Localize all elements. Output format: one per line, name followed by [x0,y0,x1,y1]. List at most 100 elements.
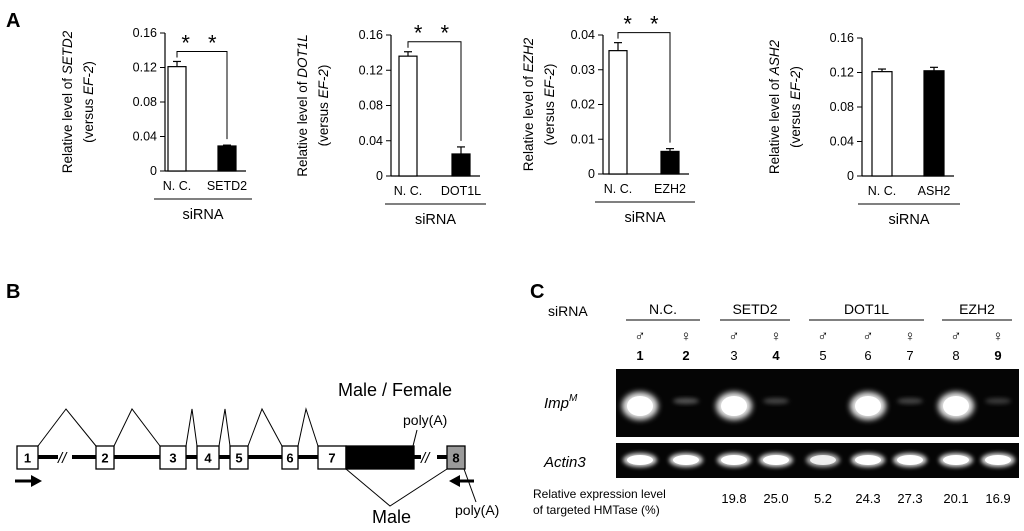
panel-letter-c: C [530,281,544,303]
significance-bracket [176,50,228,140]
sex-symbol: ♂ [634,328,645,345]
lane-number: 3 [730,348,737,363]
bar-control [167,66,187,172]
sex-symbol: ♂ [817,328,828,345]
y-tick-label: 0 [588,167,595,181]
expr-value: 24.3 [855,491,880,506]
sex-symbol: ♀ [770,328,781,345]
y-tick-label: 0.04 [133,130,157,144]
bar-charts-panel-a: 0 0.04 0.08 0.12 0.16 N. C. SETD2 siRNA * * Relat… [60,12,960,228]
expr-value: 27.3 [897,491,922,506]
y-tick-label: 0.16 [830,31,854,45]
y-tick-label: 0.04 [830,135,854,149]
y-tick-label: 0.08 [133,95,157,109]
actin-band-core [943,455,969,465]
y-tick-label: 0.12 [830,66,854,80]
break-gap-2 [421,451,437,463]
gel-label-impm: ImpM [544,393,578,412]
actin-band-core [763,455,789,465]
expr-value: 19.8 [721,491,746,506]
sex-symbol: ♀ [992,328,1003,345]
lane-number: 1 [636,348,643,363]
y-tick-label: 0.04 [359,134,383,148]
y-axis-label-line2-gene: EF-2 [81,65,96,95]
y-axis-label-line2-prefix: (versus [542,97,557,145]
exon-4 [196,445,220,470]
forward-primer-arrow-icon [15,475,42,487]
expr-value: 20.1 [943,491,968,506]
splice-arc-6-7 [297,407,319,447]
y-axis-label-prefix: Relative level of [295,78,310,177]
expr-label-line1: Relative expression level [533,487,666,501]
group-label: siRNA [182,207,223,223]
y-tick-label: 0 [847,169,854,183]
break-mark-2: // [420,450,431,467]
group-label: siRNA [624,210,665,226]
bar-chart-1: 0 0.04 0.08 0.12 0.16 N. C. SETD2 siRNA * * Relat… [60,26,252,223]
exon-6 [281,445,299,470]
bar-knockdown [923,70,945,177]
category-label: EZH2 [654,182,686,196]
bar-knockdown [217,145,237,172]
y-tick-label: 0.02 [571,98,595,112]
expr-value: 25.0 [763,491,788,506]
exon-2 [95,445,115,470]
y-axis-label-line2-prefix: (versus [81,95,96,143]
y-tick-label: 0.16 [359,28,383,42]
category-label: DOT1L [441,184,481,198]
y-tick-label: 0 [150,164,157,178]
actin-band-core [855,455,881,465]
actin-band-core [627,455,653,465]
actin-band-core [897,455,923,465]
y-axis-label-gene: SETD2 [60,30,75,74]
gel-sirna-label: siRNA [548,303,588,319]
gel-group-label: DOT1L [844,301,889,317]
splice-arc-male [345,468,448,507]
imp-band-core [943,396,969,416]
actin-band-core [673,455,699,465]
category-label: ASH2 [918,184,951,198]
bar-knockdown [660,150,680,175]
y-axis-label-line2-prefix: (versus [788,100,803,148]
lane-number: 8 [952,348,959,363]
y-axis-label-line2: (versus EF-2) [316,65,331,147]
gene-structure-diagram: // // 1 2 3 4 5 6 7 8 Male / Female poly… [15,380,499,527]
imp-band-faint [985,398,1011,404]
y-axis-label-line2: (versus EF-2) [81,61,96,143]
exon-label-7: 7 [328,451,335,466]
sex-symbol: ♂ [728,328,739,345]
sex-symbol: ♀ [680,328,691,345]
group-label: siRNA [415,212,456,228]
lane-number: 2 [682,348,689,363]
y-axis-label-gene: DOT1L [295,34,310,78]
splice-arc-2-3 [113,408,161,447]
sex-symbol: ♂ [950,328,961,345]
exon-label-8: 8 [452,451,459,466]
y-axis-label-line2: (versus EF-2) [542,64,557,146]
gel-lane-header: N.C. SETD2 DOT1L EZH2 ♂ 1 ♀ 2 ♂ 3 ♀ 4 ♂ 5 ♂ 6 ♀ 7 ♂ 8 ♀ 9 [626,301,1012,363]
actin-band-core [721,455,747,465]
expr-values: 19.8 25.0 5.2 24.3 27.3 20.1 16.9 [721,491,1010,506]
bar-control [398,55,418,177]
exon-3 [159,445,187,470]
y-axis-label-gene: EZH2 [521,37,536,72]
significance-bracket [617,32,671,143]
exon-label-5: 5 [235,451,242,466]
bar-chart-3: 0 0.01 0.02 0.03 0.04 N. C. EZH2 siRNA * * Relati… [521,12,695,226]
polya-top-label: poly(A) [403,412,447,428]
imp-band-core [721,396,747,416]
lane-number: 4 [772,348,780,363]
gel-group-label: N.C. [649,301,677,317]
break-mark-1: // [57,450,68,467]
bar-chart-4: 0 0.04 0.08 0.12 0.16 N. C. ASH2 siRNA Relative … [767,31,960,228]
category-label: N. C. [163,179,191,193]
exon-label-6: 6 [286,451,293,466]
gel-label-actin3: Actin3 [543,454,586,471]
y-axis-label-line2-suffix: ) [788,66,803,71]
category-label: SETD2 [207,179,247,193]
y-axis-label-line2-suffix: ) [316,65,331,70]
panel-letter-a: A [6,10,20,32]
expr-value: 16.9 [985,491,1010,506]
bar-knockdown [451,153,471,177]
